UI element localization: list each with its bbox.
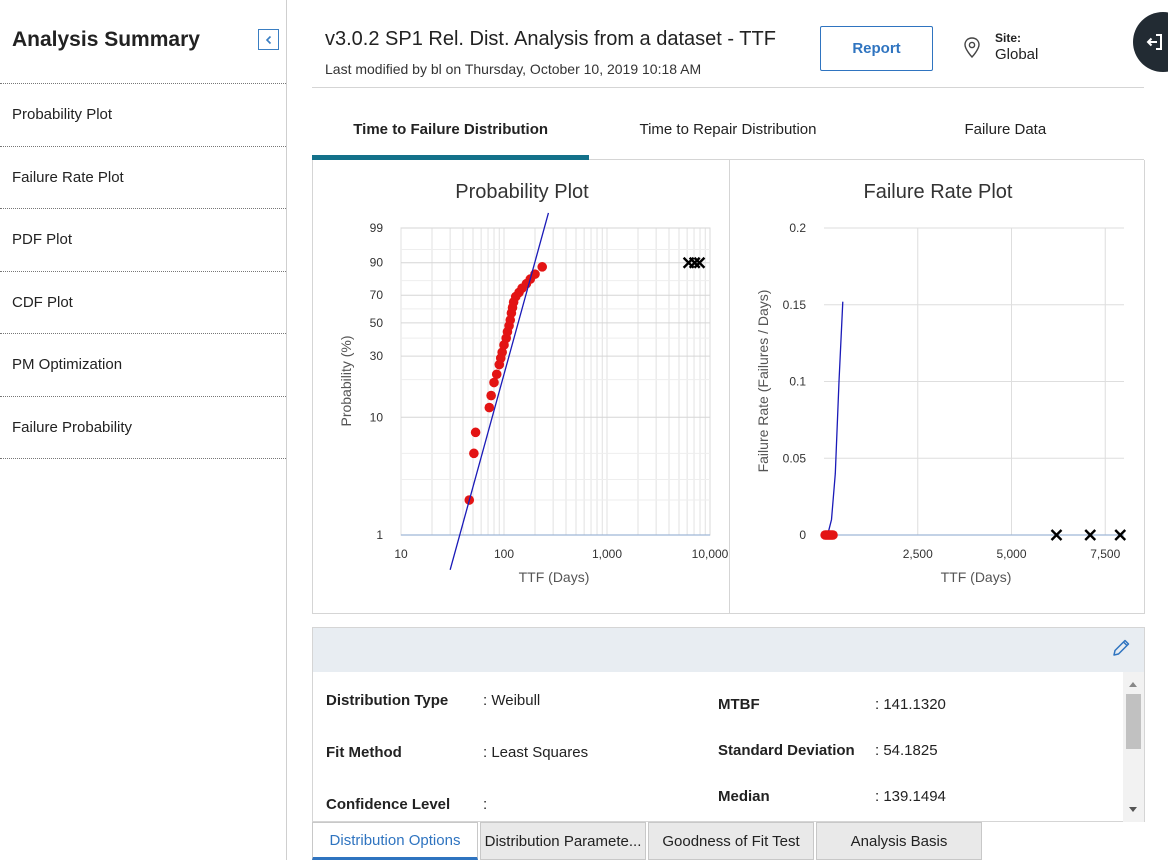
probability-plot-y-tick: 10	[370, 410, 384, 424]
sign-out-icon	[1146, 34, 1162, 50]
logout-button[interactable]	[1133, 12, 1168, 72]
details-scrollbar[interactable]	[1123, 672, 1144, 822]
distribution-type-label: Distribution Type	[326, 692, 449, 709]
confidence-level-value: :	[483, 796, 488, 813]
failure-rate-plot-censored-point	[1114, 529, 1127, 541]
distribution-tabs: Time to Failure Distribution Time to Rep…	[312, 104, 1144, 160]
probability-plot-censored-point	[693, 256, 706, 269]
tab-distribution-options[interactable]: Distribution Options	[312, 822, 478, 860]
probability-plot-x-tick: 100	[494, 547, 514, 561]
probability-plot-data-point	[491, 369, 502, 380]
probability-plot-panel: 1 10 30 50 70 90 99 10 100 1,000 10,000 Probabilit…	[313, 160, 730, 613]
failure-rate-plot-fit-line	[823, 301, 844, 536]
details-toolbar	[313, 628, 1144, 672]
probability-plot-data-point	[484, 402, 495, 413]
probability-plot-x-axis-label: TTF (Days)	[519, 569, 590, 585]
probability-plot-data-point	[470, 427, 481, 438]
probability-plot-title: Probability Plot	[455, 181, 589, 203]
failure-rate-plot-x-tick: 5,000	[996, 547, 1026, 561]
failure-rate-plot-y-axis-label: Failure Rate (Failures / Days)	[755, 290, 771, 473]
page-header: v3.0.2 SP1 Rel. Dist. Analysis from a da…	[288, 0, 1168, 90]
chevron-left-icon	[265, 35, 271, 44]
scroll-up-arrow-icon[interactable]	[1129, 682, 1137, 687]
probability-plot-x-tick: 10,000	[692, 547, 729, 561]
sidebar-item-probability-plot[interactable]: Probability Plot	[0, 84, 286, 147]
probability-plot-x-tick: 1,000	[592, 547, 622, 561]
sidebar: Analysis Summary Probability Plot Failur…	[0, 0, 287, 860]
probability-plot-data-point	[489, 377, 499, 388]
failure-rate-plot-censored-point	[1084, 529, 1097, 541]
failure-rate-plot-x-tick: 7,500	[1090, 547, 1120, 561]
tab-goodness-of-fit-test[interactable]: Goodness of Fit Test	[648, 822, 814, 860]
probability-plot-data-point	[497, 347, 507, 358]
sidebar-item-failure-probability[interactable]: Failure Probability	[0, 397, 286, 459]
scroll-down-arrow-icon[interactable]	[1129, 807, 1137, 812]
sidebar-item-failure-rate-plot[interactable]: Failure Rate Plot	[0, 147, 286, 209]
edit-pencil-icon[interactable]	[1110, 637, 1132, 659]
report-button[interactable]: Report	[820, 26, 933, 71]
probability-plot-chart[interactable]: 1 10 30 50 70 90 99 10 100 1,000 10,000 Probabilit…	[313, 160, 730, 613]
failure-rate-plot-data-point	[828, 530, 838, 540]
standard-deviation-value: : 54.1825	[875, 742, 938, 759]
fit-method-label: Fit Method	[326, 744, 402, 761]
probability-plot-x-tick: 10	[394, 547, 408, 561]
page-subtitle: Last modified by bl on Thursday, October…	[325, 61, 702, 77]
sidebar-item-pm-optimization[interactable]: PM Optimization	[0, 334, 286, 397]
probability-plot-data-point	[537, 262, 548, 272]
collapse-sidebar-button[interactable]	[258, 29, 279, 50]
probability-plot-area	[400, 227, 711, 536]
sidebar-list: Probability Plot Failure Rate Plot PDF P…	[0, 84, 286, 459]
probability-plot-censored-point	[688, 256, 701, 269]
location-pin-icon	[964, 37, 980, 59]
mtbf-value: : 141.1320	[875, 696, 946, 713]
tab-analysis-basis[interactable]: Analysis Basis	[816, 822, 982, 860]
failure-rate-plot-chart[interactable]: 0 0.05 0.1 0.15 0.2 2,500 5,000 7,500 Failure R…	[731, 160, 1145, 613]
distribution-type-value: : Weibull	[483, 692, 541, 709]
failure-rate-plot-y-tick: 0.05	[783, 451, 807, 465]
failure-rate-plot-title: Failure Rate Plot	[864, 181, 1013, 203]
sidebar-header: Analysis Summary	[0, 0, 286, 84]
failure-rate-plot-censored-point	[1050, 529, 1063, 541]
failure-rate-plot-y-tick: 0	[799, 528, 806, 542]
fit-method-value: : Least Squares	[483, 744, 589, 761]
tab-failure-data[interactable]: Failure Data	[964, 121, 1047, 138]
tab-time-to-repair-distribution[interactable]: Time to Repair Distribution	[639, 121, 817, 138]
failure-rate-plot-x-tick: 2,500	[903, 547, 933, 561]
distribution-details-panel: Distribution Type : Weibull Fit Method :…	[312, 627, 1145, 822]
failure-rate-plot-y-tick: 0.1	[789, 375, 806, 389]
probability-plot-data-point	[469, 448, 479, 459]
probability-plot-y-tick: 99	[370, 221, 384, 235]
failure-rate-plot-y-tick: 0.15	[783, 298, 807, 312]
chart-area: 1 10 30 50 70 90 99 10 100 1,000 10,000 Probabilit…	[312, 160, 1145, 614]
probability-plot-y-tick: 70	[370, 288, 384, 302]
tab-distribution-parameters[interactable]: Distribution Paramete...	[480, 822, 646, 860]
sidebar-item-cdf-plot[interactable]: CDF Plot	[0, 272, 286, 334]
header-divider	[312, 87, 1144, 88]
probability-plot-y-tick: 90	[370, 256, 384, 270]
confidence-level-label: Confidence Level	[326, 796, 451, 813]
tab-time-to-failure-distribution[interactable]: Time to Failure Distribution	[312, 104, 590, 160]
probability-plot-data-point	[486, 390, 496, 401]
median-value: : 139.1494	[875, 788, 946, 805]
standard-deviation-label: Standard Deviation	[718, 742, 855, 759]
median-label: Median	[718, 788, 770, 805]
site-label: Site:	[995, 31, 1022, 45]
probability-plot-fit-line	[449, 212, 550, 571]
page-title: v3.0.2 SP1 Rel. Dist. Analysis from a da…	[325, 28, 776, 50]
details-tabs: Distribution Options Distribution Parame…	[312, 822, 984, 860]
site-value: Global	[995, 46, 1039, 63]
probability-plot-y-tick: 1	[376, 528, 383, 542]
failure-rate-plot-x-axis-label: TTF (Days)	[941, 569, 1012, 585]
scroll-thumb[interactable]	[1126, 694, 1141, 749]
details-body: Distribution Type : Weibull Fit Method :…	[313, 672, 1124, 822]
probability-plot-y-tick: 30	[370, 349, 384, 363]
probability-plot-y-axis-label: Probability (%)	[338, 335, 354, 426]
mtbf-label: MTBF	[718, 696, 760, 713]
probability-plot-y-tick: 50	[370, 316, 384, 330]
sidebar-title: Analysis Summary	[12, 28, 200, 51]
sidebar-item-pdf-plot[interactable]: PDF Plot	[0, 209, 286, 272]
failure-rate-plot-panel: 0 0.05 0.1 0.15 0.2 2,500 5,000 7,500 Failure R…	[731, 160, 1145, 613]
failure-rate-plot-y-tick: 0.2	[789, 221, 806, 235]
